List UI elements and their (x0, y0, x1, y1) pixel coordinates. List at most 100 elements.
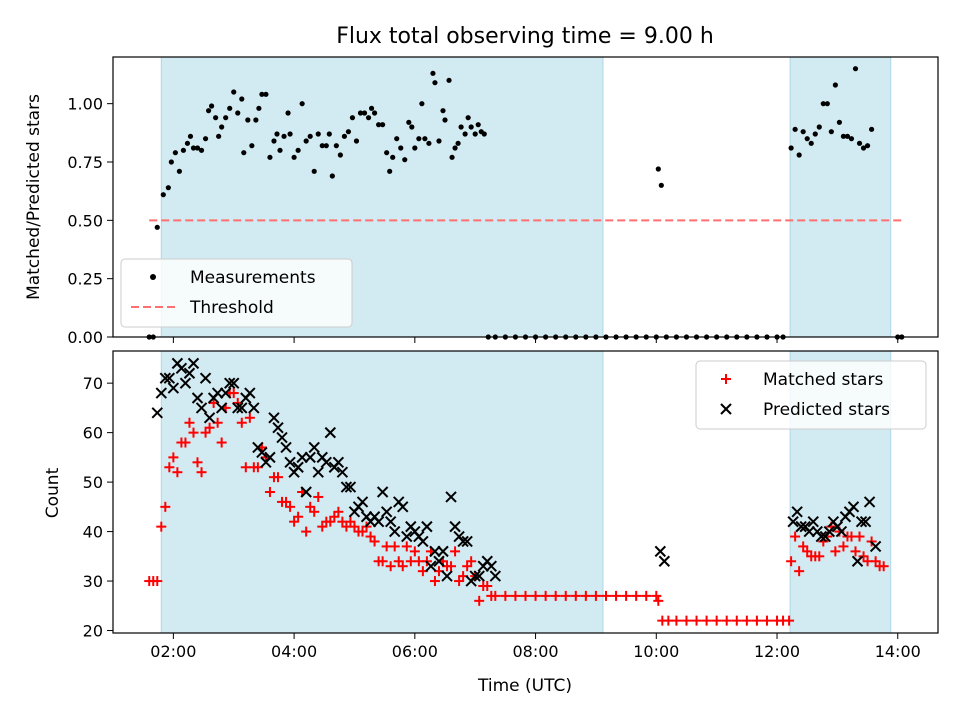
legend-matched-label: Matched stars (763, 370, 883, 390)
matched-star-point (641, 590, 652, 601)
matched-star-point (731, 615, 742, 626)
matched-star-point (814, 551, 825, 562)
matched-star-point (838, 541, 849, 552)
measurement-point (468, 124, 474, 130)
measurement-point (345, 129, 352, 135)
predicted-star-point (312, 466, 324, 478)
predicted-star-point (280, 441, 292, 454)
measurement-point (213, 115, 219, 121)
measurement-point (465, 115, 471, 121)
predicted-star-point (320, 456, 332, 469)
matched-star-point (192, 457, 203, 468)
predicted-star-point (795, 520, 807, 533)
x-axis-ticks: 02:00 04:00 06:00 08:00 10:00 12:00 14:00 (150, 633, 921, 661)
predicted-star-point (457, 535, 469, 548)
matched-star-point (285, 501, 296, 512)
matched-star-point (540, 590, 551, 601)
predicted-star-point (175, 362, 188, 375)
measurement-point (239, 96, 245, 102)
matched-star-point (784, 615, 795, 626)
x-axis-label: Time (UTC) (477, 676, 572, 696)
matched-star-point (204, 422, 215, 433)
measurement-point (202, 136, 209, 142)
predicted-star-point (441, 570, 453, 582)
measurement-point (816, 124, 822, 130)
predicted-star-point (151, 407, 163, 419)
matched-star-point (172, 467, 183, 478)
matched-star-point (409, 546, 420, 557)
matched-star-point (550, 590, 561, 601)
measurement-point (303, 138, 309, 144)
measurement-point (219, 124, 225, 130)
measurement-point (390, 154, 396, 160)
measurement-point (449, 154, 455, 160)
measurement-point (864, 143, 871, 149)
measurement-point (190, 145, 197, 151)
predicted-star-point (344, 481, 357, 493)
predicted-star-point (485, 560, 497, 572)
measurement-point (836, 119, 843, 125)
measurement-point (349, 115, 356, 121)
measurement-point (172, 150, 178, 156)
x-tick-label: 02:00 (150, 642, 196, 661)
legend-matched-marker (721, 374, 731, 384)
predicted-star-point (167, 382, 180, 394)
predicted-star-point (421, 520, 433, 533)
measurement-point (267, 154, 273, 160)
measurement-point (796, 152, 802, 158)
matched-star-point (244, 412, 255, 423)
measurement-point (245, 117, 251, 123)
matched-star-point (401, 541, 412, 552)
matched-star-point (691, 615, 702, 626)
predicted-star-point (469, 570, 481, 582)
matched-star-point (560, 590, 571, 601)
y-tick-label: 60 (83, 424, 103, 443)
matched-star-point (790, 531, 801, 542)
ratio-y-axis-label: Matched/Predicted stars (24, 94, 44, 300)
measurement-point (868, 126, 875, 132)
measurement-point (235, 110, 241, 116)
matched-star-point (878, 561, 889, 572)
measurement-point (307, 133, 313, 139)
predicted-star-point (264, 451, 276, 464)
matched-star-point (621, 590, 632, 601)
measurement-point (299, 101, 305, 107)
predicted-star-point (425, 560, 437, 572)
measurement-point (337, 152, 343, 158)
matched-star-point (313, 491, 324, 502)
matched-star-point (164, 462, 175, 473)
measurement-point (241, 150, 247, 156)
predicted-star-point (199, 372, 212, 384)
measurement-point (259, 91, 265, 97)
matched-star-point (196, 467, 207, 478)
measurement-point (256, 105, 262, 111)
predicted-star-point (815, 530, 827, 543)
matched-star-point (152, 576, 163, 587)
matched-star-point (333, 506, 344, 517)
predicted-star-point (654, 545, 667, 558)
y-tick-label: 0.25 (67, 270, 103, 289)
matched-star-point (273, 472, 283, 483)
y-tick-label: 0.75 (67, 153, 103, 172)
predicted-star-point (191, 392, 204, 404)
matched-star-point (510, 590, 521, 601)
matched-star-point (474, 595, 485, 606)
figure-title: Flux total observing time = 9.00 h (336, 24, 714, 49)
measurement-point (462, 131, 468, 137)
legend-predicted-marker (720, 403, 732, 415)
matched-star-point (156, 521, 167, 532)
matched-star-point (264, 487, 275, 497)
matched-star-point (429, 576, 440, 587)
predicted-star-point (268, 412, 280, 424)
predicted-star-point (292, 461, 304, 473)
measurement-point (406, 119, 412, 125)
matched-star-point (854, 531, 865, 542)
measurement-point (274, 131, 280, 137)
measurement-point (860, 145, 867, 151)
predicted-star-point (863, 496, 876, 508)
measurement-point (446, 77, 452, 83)
matched-star-point (293, 511, 304, 522)
legend-predicted-label: Predicted stars (763, 400, 890, 420)
matched-star-point (188, 427, 199, 438)
measurement-point (409, 124, 415, 130)
